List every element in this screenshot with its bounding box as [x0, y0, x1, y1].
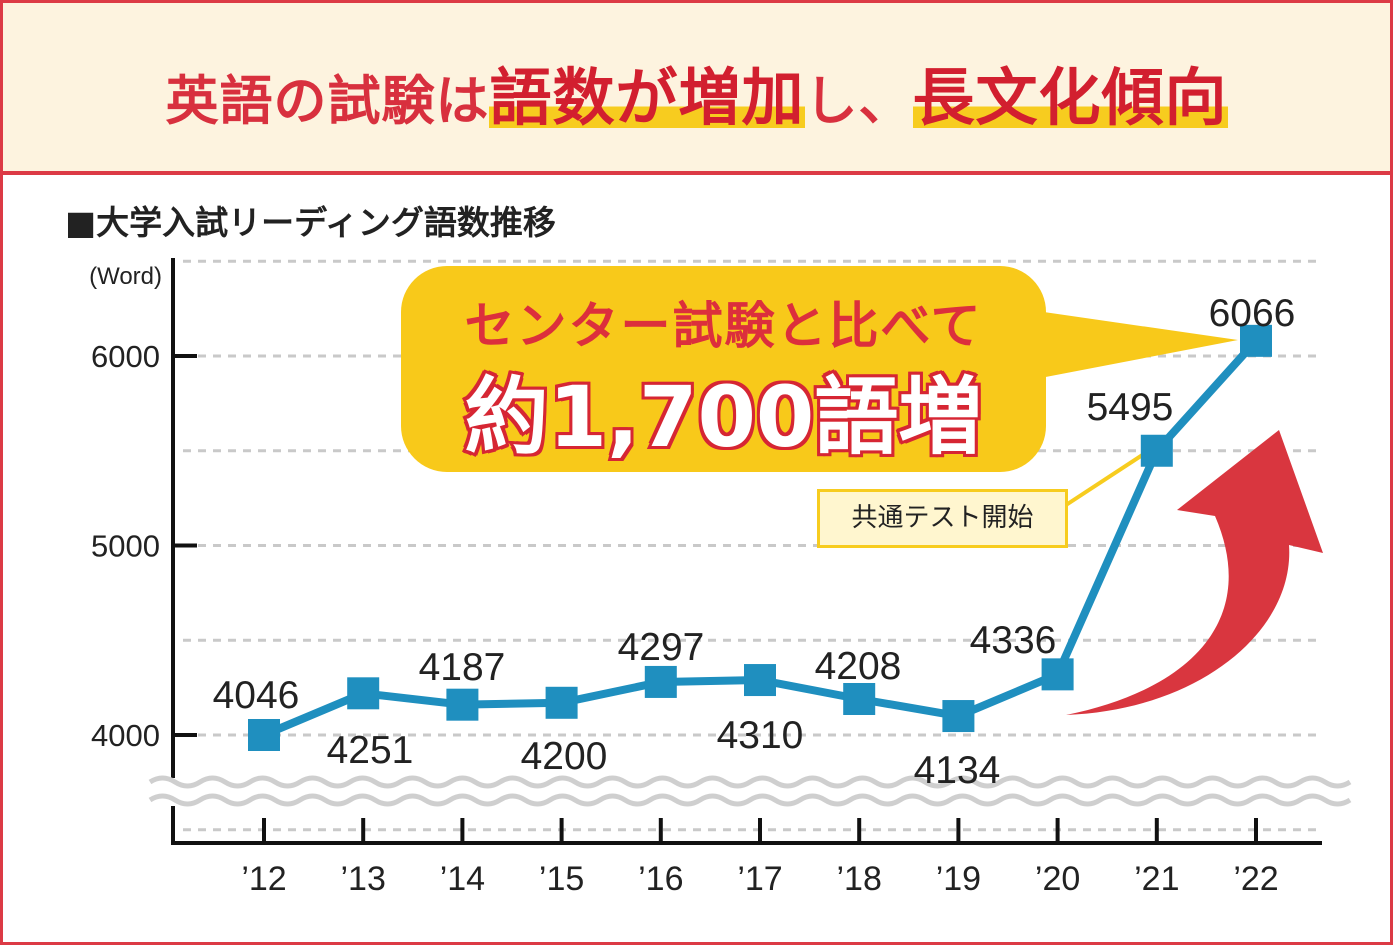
x-tick-label: ’15 — [539, 860, 584, 898]
y-axis-unit: (Word) — [89, 263, 162, 290]
headline: 英語の試験は語数が増加し、長文化傾向 — [3, 47, 1390, 137]
data-label: 4251 — [327, 729, 414, 772]
data-point-marker — [843, 682, 876, 715]
data-point-marker — [1041, 658, 1074, 691]
data-label: 4200 — [521, 735, 608, 778]
data-point-marker — [1240, 324, 1272, 357]
callout-line-1: センター試験と比べて — [464, 297, 983, 355]
data-point-marker — [1140, 434, 1173, 467]
trend-arrow-icon — [1066, 430, 1323, 715]
data-point-marker — [644, 665, 677, 698]
x-tick-label: ’20 — [1035, 860, 1080, 898]
headline-highlight-long-text: 長文化傾向 — [912, 61, 1228, 134]
data-label: 4046 — [213, 674, 300, 717]
data-point-marker — [446, 688, 479, 721]
x-tick-label: ’19 — [936, 860, 981, 898]
headline-part-3: し、 — [804, 71, 913, 132]
headline-highlight-word-count: 語数が増加 — [489, 61, 805, 134]
data-label: 6066 — [1209, 292, 1296, 335]
x-tick-label: ’22 — [1233, 860, 1278, 898]
data-label: 5495 — [1087, 386, 1174, 429]
x-tick-label: ’18 — [837, 860, 882, 898]
axis-break-wave — [148, 793, 1352, 807]
chart-title: ■大学入試リーディング語数推移 — [65, 203, 556, 242]
data-point-marker — [942, 700, 975, 733]
note-leader-line — [1064, 448, 1152, 507]
x-tick-label: ’12 — [241, 860, 286, 898]
headline-part-1: 英語の試験は — [165, 71, 490, 132]
axis-break-wave — [148, 775, 1352, 789]
x-tick-label: ’13 — [341, 860, 386, 898]
callout-bubble: センター試験と比べて 約1,700語増 — [401, 266, 1046, 472]
x-tick-label: ’16 — [638, 860, 683, 898]
data-point-marker — [744, 664, 776, 697]
data-point-marker — [545, 686, 578, 719]
data-point-marker — [248, 719, 280, 751]
data-label: 4134 — [914, 749, 1001, 792]
data-label: 4310 — [717, 714, 804, 757]
callout-line-2: 約1,700語増 — [462, 365, 986, 469]
data-label: 4208 — [815, 645, 902, 688]
x-tick-label: ’14 — [440, 860, 485, 898]
data-label: 4187 — [419, 646, 506, 689]
y-tick-label: 5000 — [91, 529, 160, 564]
callout-tail — [1030, 310, 1238, 380]
common-test-start-note: 共通テスト開始 — [817, 489, 1068, 548]
data-label: 4336 — [970, 619, 1057, 662]
x-tick-label: ’21 — [1134, 860, 1179, 898]
data-point-marker — [347, 677, 380, 710]
x-tick-label: ’17 — [737, 860, 782, 898]
y-tick-label: 4000 — [91, 718, 160, 753]
y-tick-label: 6000 — [91, 339, 160, 374]
data-label: 4297 — [618, 626, 705, 669]
header-banner: 英語の試験は語数が増加し、長文化傾向 — [3, 3, 1390, 175]
